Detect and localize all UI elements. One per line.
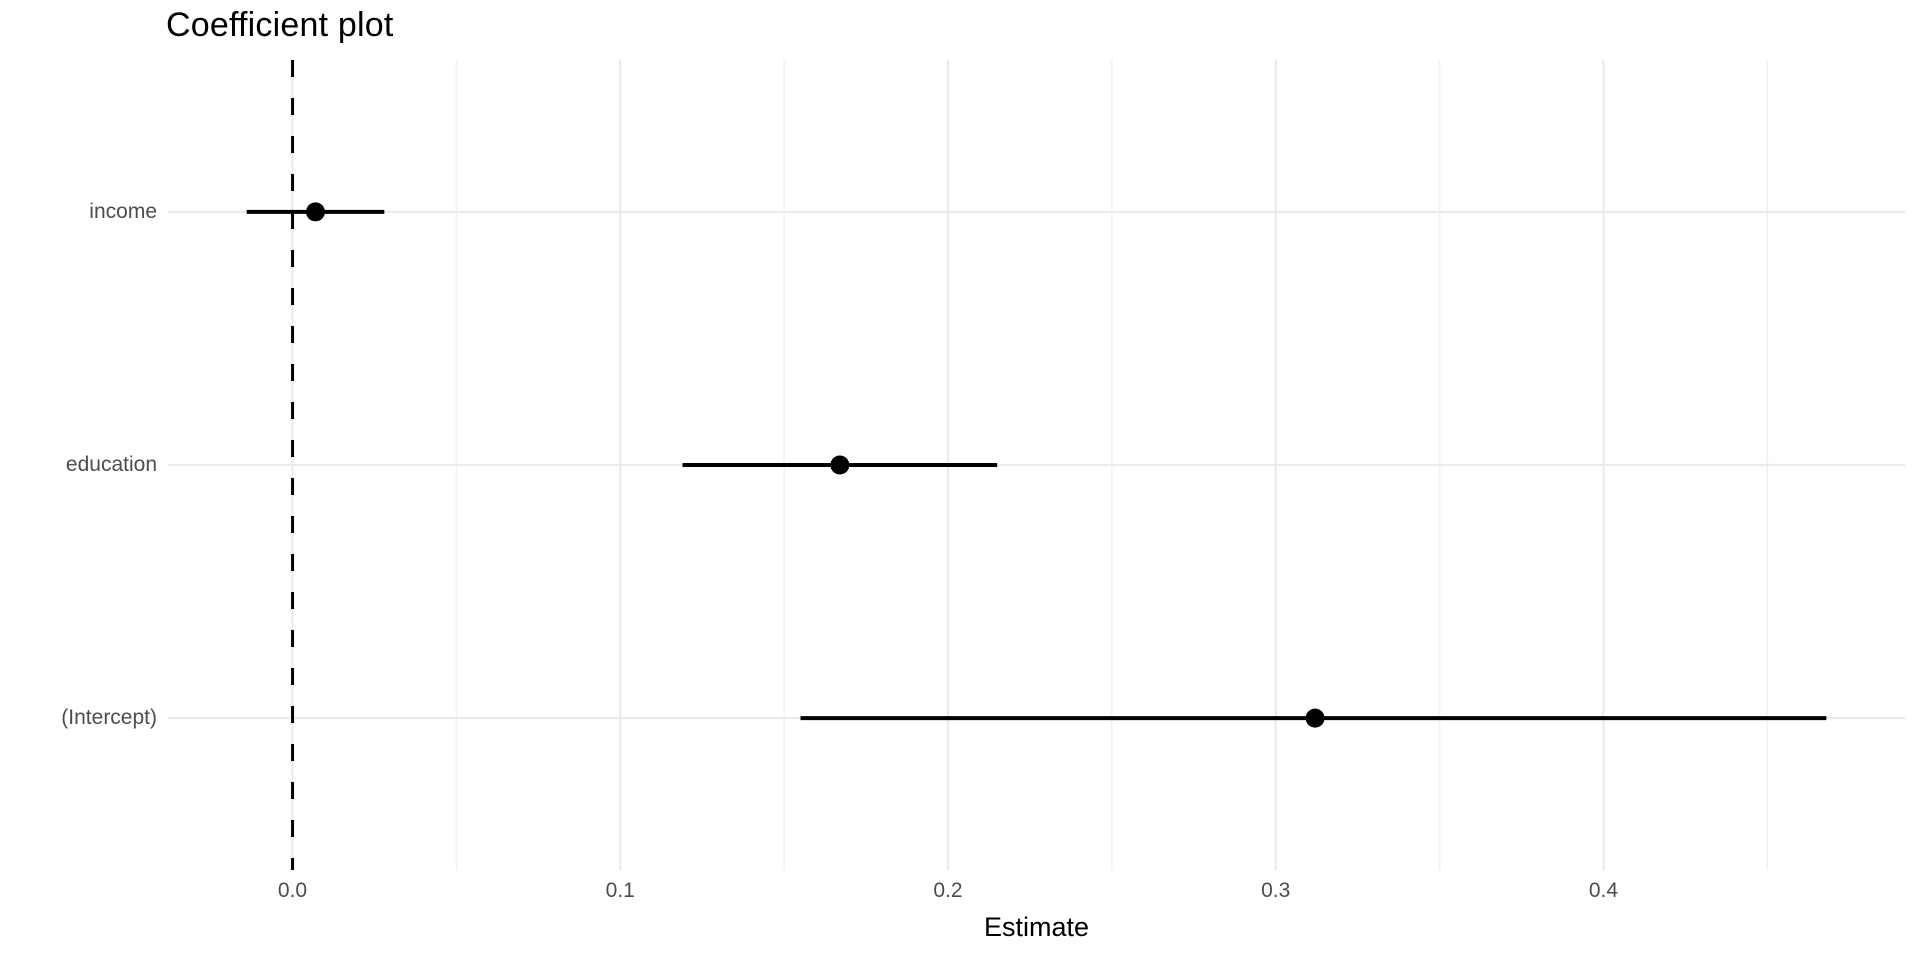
- estimate-point: [305, 202, 325, 222]
- x-tick-label: 0.3: [1261, 879, 1291, 902]
- estimate-point: [830, 455, 850, 475]
- x-axis-title: Estimate: [983, 912, 1090, 942]
- x-tick-label: 0.4: [1588, 879, 1619, 902]
- estimate-point: [1305, 708, 1325, 728]
- plot-title: Coefficient plot: [166, 6, 394, 44]
- y-tick-label: education: [65, 453, 157, 476]
- x-tick-label: 0.0: [277, 879, 308, 902]
- y-tick-label: (Intercept): [61, 706, 157, 730]
- x-tick-label: 0.2: [933, 879, 963, 902]
- x-tick-label: 0.1: [605, 879, 635, 902]
- y-tick-label: income: [89, 199, 157, 223]
